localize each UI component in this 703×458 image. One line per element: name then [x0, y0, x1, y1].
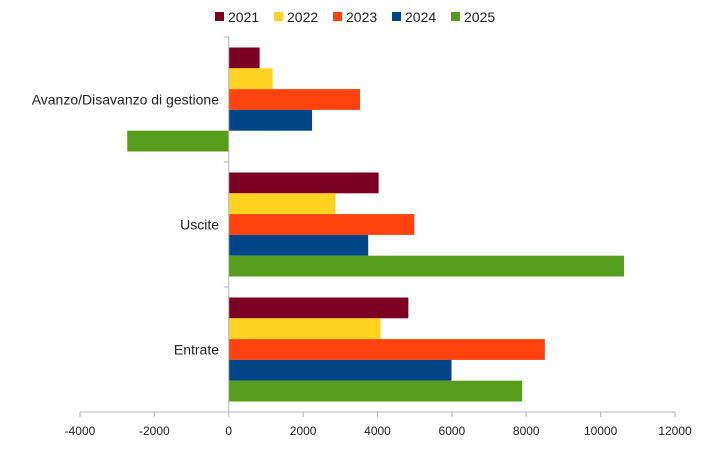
bar-2025: [228, 255, 625, 277]
x-tick-label: 12000: [658, 424, 692, 438]
legend-label: 2024: [405, 9, 436, 25]
x-tick-label: 6000: [439, 424, 466, 438]
legend-swatch-2021: [215, 12, 224, 21]
bar-2021: [228, 172, 379, 194]
x-tick-label: 4000: [364, 424, 391, 438]
x-tick-label: -4000: [65, 424, 96, 438]
bars: [127, 47, 625, 402]
bar-2024: [228, 109, 313, 131]
bar-2022: [228, 318, 381, 340]
bar-2024: [228, 359, 452, 381]
legend-swatch-2025: [451, 12, 460, 21]
x-tick-label: 10000: [584, 424, 618, 438]
legend-label: 2023: [346, 9, 377, 25]
bar-2025: [228, 380, 523, 402]
bar-2021: [228, 47, 260, 69]
bar-2023: [228, 214, 415, 235]
legend-swatch-2024: [392, 12, 401, 21]
legend-label: 2021: [228, 9, 259, 25]
bar-2023: [228, 339, 545, 360]
category-label: Entrate: [174, 342, 219, 358]
legend-swatch-2022: [274, 12, 283, 21]
legend: 2021 2022 2023 2024 2025: [215, 9, 495, 25]
bar-2022: [228, 68, 273, 90]
bar-2022: [228, 193, 336, 215]
x-tick-label: 8000: [513, 424, 540, 438]
category-label: Avanzo/Disavanzo di gestione: [32, 92, 220, 108]
bar-2021: [228, 297, 409, 319]
bar-2025: [127, 130, 229, 152]
legend-swatch-2023: [333, 12, 342, 21]
legend-label: 2025: [464, 9, 495, 25]
x-tick-label: 0: [225, 424, 232, 438]
legend-label: 2022: [287, 9, 318, 25]
bar-2024: [228, 234, 369, 256]
axes: [79, 36, 676, 417]
x-tick-label: 2000: [290, 424, 317, 438]
bar-2023: [228, 89, 361, 110]
category-label: Uscite: [180, 217, 219, 233]
labels: Avanzo/Disavanzo di gestione Uscite Entrat…: [32, 92, 692, 439]
x-tick-label: -2000: [139, 424, 170, 438]
